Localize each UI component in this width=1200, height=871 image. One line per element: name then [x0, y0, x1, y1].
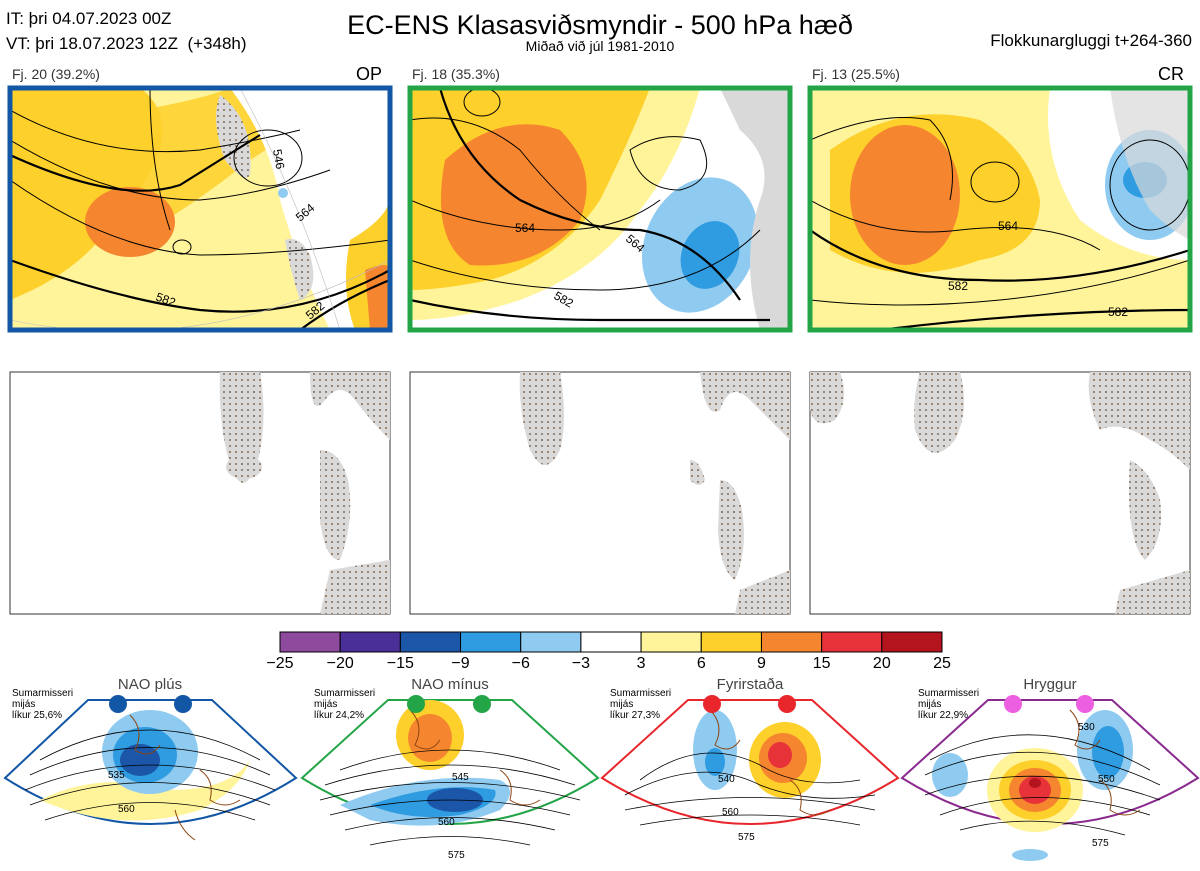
regime-2-contour-label: 560: [438, 817, 455, 828]
regime-2-contour-label: 575: [448, 850, 465, 861]
cluster-3-contour-label: 582: [1108, 305, 1128, 319]
regime-3-contour-label: 560: [722, 807, 739, 818]
regime-4-dot-right: [1076, 695, 1094, 713]
regime-4-note: Sumarmisseri mijás líkur 22,9%: [918, 688, 980, 721]
regime-3-contour-label: 575: [738, 832, 755, 843]
regime-1-dot-right: [174, 695, 192, 713]
issue-time: IT: þri 04.07.2023 00Z: [6, 9, 172, 28]
cluster-2-label: Fj. 18 (35.3%): [412, 66, 500, 82]
run-info: IT: þri 04.07.2023 00Z VT: þri 18.07.2023…: [6, 6, 247, 56]
regime-1-contour-label: 560: [118, 804, 135, 815]
regime-1-title: NAO plús: [117, 676, 183, 693]
cluster-2-contour-label: 564: [515, 221, 535, 235]
cluster-2-frame: [407, 85, 793, 333]
regime-3-note: Sumarmisseri mijás líkur 27,3%: [610, 688, 672, 721]
regime-3-dot-left: [703, 695, 721, 713]
regime-2-contour-label: 545: [452, 772, 469, 783]
empty-map-2: [409, 371, 791, 615]
regime-3-title: Fyrirstaða: [716, 676, 784, 693]
valid-time: VT: þri 18.07.2023 12Z (+348h): [6, 34, 247, 53]
cluster-3-tag: CR: [1158, 64, 1184, 84]
cluster-3-contour-label: 564: [998, 219, 1018, 233]
colorbar-tick-label: 20: [872, 655, 891, 672]
cluster-1-frame: [7, 85, 393, 333]
colorbar-tick-label: 3: [636, 655, 646, 672]
cluster-1-map: 546 564 582 582: [10, 88, 390, 330]
regime-1-note: Sumarmisseri mijás líkur 25,6%: [12, 688, 74, 721]
empty-map-3: [809, 371, 1191, 615]
cluster-3-frame: [807, 85, 1193, 333]
regime-4-contour-label: 530: [1078, 722, 1095, 733]
classification-window: Flokkunargluggi t+264-360: [990, 31, 1192, 50]
cluster-3-contour-label: 582: [948, 279, 968, 293]
colorbar-tick-label: −9: [451, 655, 470, 672]
regime-2-title: NAO mínus: [411, 676, 489, 693]
regime-1-map: 535 560: [3, 699, 298, 841]
cluster-1-contour-label: 582: [154, 290, 178, 310]
regime-3-contour-label: 540: [718, 774, 735, 785]
regime-1-contour-label: 535: [108, 770, 125, 781]
cluster-1-label: Fj. 20 (39.2%): [12, 66, 100, 82]
cluster-1-contour-label: 546: [270, 148, 287, 170]
regime-2-note: Sumarmisseri mijás líkur 24,2%: [314, 688, 376, 721]
regime-4-contour-label: 550: [1098, 774, 1115, 785]
cluster-1-tag: OP: [356, 64, 383, 84]
regime-2-dot-right: [473, 695, 491, 713]
page-title: EC-ENS Klasasviðsmyndir - 500 hPa hæð: [347, 10, 853, 40]
cluster-3-map: 564 582 582: [810, 88, 1190, 330]
colorbar-tick-label: 6: [696, 655, 706, 672]
regime-4-title: Hryggur: [1023, 676, 1077, 693]
colorbar-tick-label: 9: [757, 655, 766, 672]
regime-3-dot-right: [778, 695, 796, 713]
colorbar-tick-label: 25: [933, 655, 951, 672]
cluster-2-map: 564 564 582: [410, 88, 790, 330]
regime-3-map: 540 560 575: [600, 699, 900, 843]
cluster-3-label: Fj. 13 (25.5%): [812, 66, 900, 82]
colorbar-tick-label: 15: [812, 655, 831, 672]
colorbar-tick-label: −6: [511, 655, 530, 672]
regime-4-map: 530 550 575: [900, 699, 1200, 861]
regime-4-contour-label: 575: [1092, 838, 1109, 849]
regime-4-dot-left: [1004, 695, 1022, 713]
colorbar-tick-label: −3: [571, 655, 591, 672]
regime-2-map: 545 560 575: [300, 699, 600, 861]
colorbar-swatch: [881, 631, 943, 653]
regime-1-dot-left: [109, 695, 127, 713]
empty-map-1: [9, 371, 391, 615]
page-subtitle: Miðað við júl 1981-2010: [525, 38, 675, 54]
colorbar-tick-label: −25: [266, 655, 294, 672]
colorbar-tick-label: −15: [386, 655, 414, 672]
colorbar-tick-label: −20: [326, 655, 354, 672]
regime-2-dot-left: [407, 695, 425, 713]
